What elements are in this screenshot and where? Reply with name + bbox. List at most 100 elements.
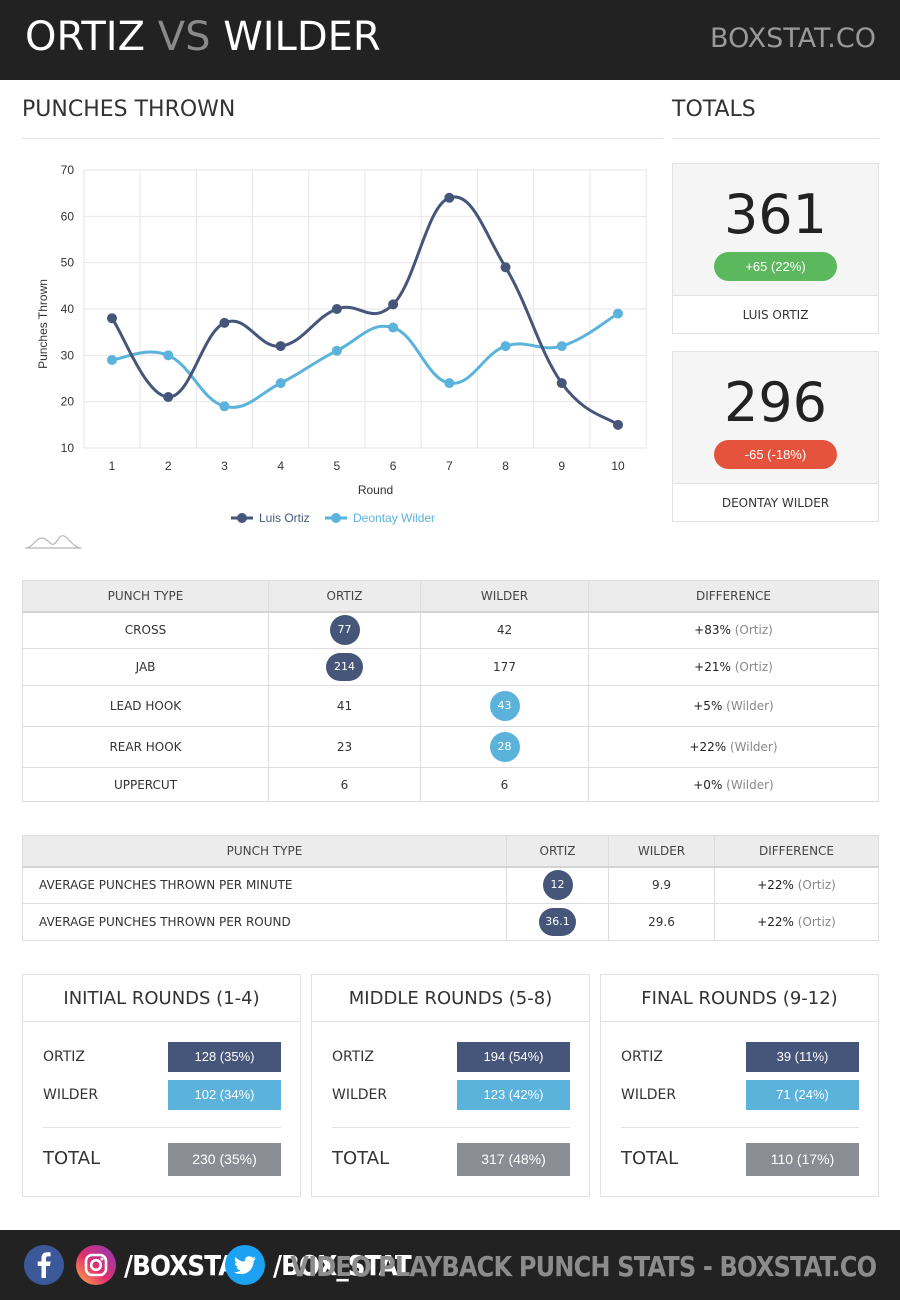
table-row: UPPERCUT 6 6 +0% (Wilder) <box>22 767 879 802</box>
difference-leader: (Ortiz) <box>797 878 836 893</box>
totals-divider <box>672 138 879 139</box>
table-row: AVERAGE PUNCHES THROWN PER MINUTE 12 9.9… <box>22 866 879 904</box>
phase-row-label: WILDER <box>43 1087 99 1103</box>
metric-cell: AVERAGE PUNCHES THROWN PER MINUTE <box>22 866 507 904</box>
section-divider <box>22 138 663 139</box>
data-point <box>275 341 286 352</box>
data-point <box>219 401 230 412</box>
sparkline-icon <box>26 535 81 549</box>
punch-type-table: PUNCH TYPE ORTIZ WILDER DIFFERENCE CROSS… <box>22 580 879 802</box>
punches-thrown-title: PUNCHES THROWN <box>22 97 236 122</box>
leader-badge: 214 <box>326 653 363 681</box>
wilder-cell: 42 <box>420 611 589 649</box>
difference-cell: +0% (Wilder) <box>588 767 879 802</box>
table-header-row: PUNCH TYPE ORTIZ WILDER DIFFERENCE <box>22 580 879 613</box>
column-header: WILDER <box>420 580 589 613</box>
table-row: REAR HOOK 23 28 +22% (Wilder) <box>22 726 879 768</box>
table-row: AVERAGE PUNCHES THROWN PER ROUND 36.1 29… <box>22 903 879 941</box>
brand-link[interactable]: BOXSTAT.CO <box>710 23 876 54</box>
fighter-left-name: ORTIZ <box>25 14 145 60</box>
difference-cell: +83% (Ortiz) <box>588 611 879 649</box>
column-header: DIFFERENCE <box>588 580 879 613</box>
phase-card-final: FINAL ROUNDS (9-12) ORTIZ 39 (11%) WILDE… <box>600 974 879 1197</box>
twitter-icon[interactable] <box>225 1245 265 1285</box>
data-point <box>613 419 623 430</box>
phase-row-total: TOTAL 110 (17%) <box>621 1143 859 1176</box>
data-point <box>556 341 567 352</box>
column-header: ORTIZ <box>506 835 609 868</box>
phase-value-bar: 102 (34%) <box>168 1080 281 1110</box>
x-tick-label: 8 <box>502 459 509 473</box>
phase-row-wilder: WILDER 123 (42%) <box>332 1080 570 1110</box>
phase-row-label: WILDER <box>332 1087 388 1103</box>
difference-leader: (Wilder) <box>726 699 774 713</box>
phase-value-bar: 230 (35%) <box>168 1143 281 1176</box>
phase-row-label: TOTAL <box>43 1148 101 1169</box>
difference-percent: +21% <box>694 660 731 674</box>
leader-badge: 77 <box>329 615 360 646</box>
phase-row-total: TOTAL 230 (35%) <box>43 1143 281 1176</box>
wilder-cell: 28 <box>420 726 589 768</box>
total-value: 296 <box>723 371 828 434</box>
total-card-wilder: 296 -65 (-18%) DEONTAY WILDER <box>672 351 879 522</box>
table-header-row: PUNCH TYPE ORTIZ WILDER DIFFERENCE <box>22 835 879 868</box>
column-header: ORTIZ <box>268 580 421 613</box>
ortiz-cell: 6 <box>268 767 421 802</box>
wilder-cell: 43 <box>420 685 589 727</box>
data-point <box>219 317 230 328</box>
y-tick-label: 30 <box>61 348 75 362</box>
legend-swatch-dot <box>237 513 247 523</box>
twitter-handle[interactable]: /BOX_STAT <box>273 1249 412 1282</box>
ortiz-cell: 214 <box>268 648 421 686</box>
column-header: DIFFERENCE <box>714 835 879 868</box>
punch-type-cell: REAR HOOK <box>22 726 269 768</box>
ortiz-cell: 77 <box>268 611 421 649</box>
phase-value-bar: 123 (42%) <box>457 1080 570 1110</box>
phase-title: FINAL ROUNDS (9-12) <box>601 975 878 1022</box>
data-point <box>388 299 399 310</box>
x-tick-label: 5 <box>334 459 341 473</box>
data-point <box>444 378 455 389</box>
phase-value-bar: 39 (11%) <box>746 1042 859 1072</box>
difference-percent: +0% <box>693 777 723 792</box>
punch-type-cell: JAB <box>22 648 269 686</box>
x-tick-label: 10 <box>611 459 625 473</box>
phase-divider <box>43 1127 281 1128</box>
phase-value-bar: 128 (35%) <box>168 1042 281 1072</box>
metric-cell: AVERAGE PUNCHES THROWN PER ROUND <box>22 903 507 941</box>
facebook-icon[interactable] <box>24 1245 64 1285</box>
wilder-cell: 29.6 <box>608 903 715 941</box>
y-tick-label: 70 <box>61 163 75 177</box>
data-point <box>163 350 174 361</box>
y-tick-label: 20 <box>61 395 75 409</box>
y-tick-label: 10 <box>61 441 75 455</box>
data-point <box>444 192 455 203</box>
y-axis-title: Punches Thrown <box>36 279 50 369</box>
x-tick-label: 4 <box>277 459 284 473</box>
data-point <box>613 308 623 319</box>
phase-row-ortiz: ORTIZ 194 (54%) <box>332 1042 570 1072</box>
difference-percent: +22% <box>689 740 727 754</box>
total-change-badge: +65 (22%) <box>714 252 837 281</box>
legend-label: Deontay Wilder <box>353 511 435 525</box>
header-bar: ORTIZ VS WILDER BOXSTAT.CO <box>0 0 900 80</box>
punches-line-chart: 10 20 30 40 50 60 70 1 2 3 4 5 6 7 8 9 10 Round Punches Th… <box>25 163 647 549</box>
x-axis-title: Round <box>358 483 393 497</box>
difference-percent: +22% <box>757 878 794 893</box>
data-point <box>107 354 117 365</box>
data-point <box>107 313 117 324</box>
series-line-ortiz <box>110 195 619 427</box>
phase-value-bar: 317 (48%) <box>457 1143 570 1176</box>
phase-row-label: ORTIZ <box>332 1049 374 1065</box>
x-tick-label: 9 <box>558 459 565 473</box>
difference-cell: +22% (Ortiz) <box>714 866 879 904</box>
phase-row-label: TOTAL <box>621 1148 679 1169</box>
y-tick-label: 60 <box>61 209 75 223</box>
phase-card-initial: INITIAL ROUNDS (1-4) ORTIZ 128 (35%) WIL… <box>22 974 301 1197</box>
phase-title: INITIAL ROUNDS (1-4) <box>23 975 300 1022</box>
ortiz-cell: 23 <box>268 726 421 768</box>
footer-bar: /BOXSTAT /BOX_STAT VIDEO PLAYBACK PUNCH … <box>0 1230 900 1300</box>
data-point <box>556 378 567 389</box>
instagram-icon[interactable] <box>76 1245 116 1285</box>
difference-percent: +83% <box>694 623 731 638</box>
